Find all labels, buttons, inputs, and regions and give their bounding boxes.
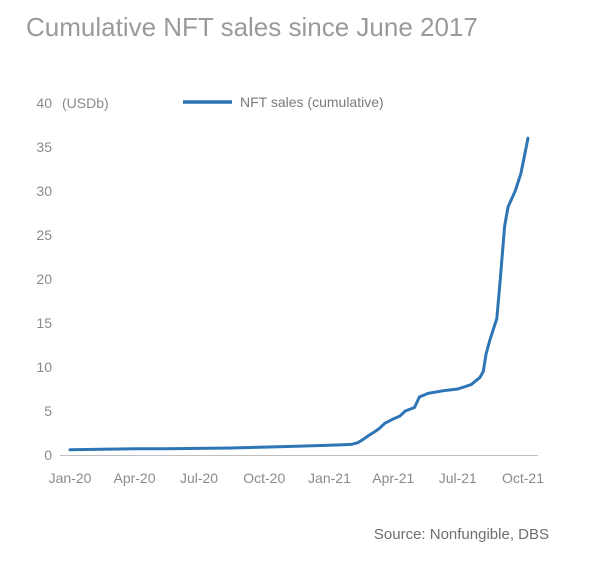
y-tick-label: 30 <box>36 183 52 199</box>
y-tick-label: 40 <box>36 95 52 111</box>
legend: NFT sales (cumulative) <box>183 94 384 110</box>
y-tick-label: 35 <box>36 139 52 155</box>
y-tick-label: 25 <box>36 227 52 243</box>
y-tick-label: 5 <box>44 403 52 419</box>
x-tick-label: Jan-20 <box>49 470 92 486</box>
series-group <box>68 136 530 452</box>
series-line-nft-sales <box>68 136 530 452</box>
chart-title: Cumulative NFT sales since June 2017 <box>26 12 478 42</box>
x-tick-label: Oct-21 <box>502 470 544 486</box>
y-tick-label: 0 <box>44 447 52 463</box>
source-note: Source: Nonfungible, DBS <box>373 526 549 543</box>
x-axis-ticks: Jan-20 Apr-20 Jul-20 Oct-20 Jan-21 Apr-21 Jul-… <box>49 470 545 486</box>
y-tick-label: 20 <box>36 271 52 287</box>
legend-label: NFT sales (cumulative) <box>240 94 384 110</box>
x-tick-label: Apr-20 <box>113 470 155 486</box>
y-tick-label: 10 <box>36 359 52 375</box>
y-axis-ticks: 0 5 10 15 20 25 30 35 40 <box>36 95 52 463</box>
y-tick-label: 15 <box>36 315 52 331</box>
x-tick-label: Oct-20 <box>243 470 285 486</box>
x-tick-label: Apr-21 <box>372 470 414 486</box>
x-tick-label: Jul-21 <box>439 470 477 486</box>
y-axis-unit-label: (USDb) <box>62 95 109 111</box>
x-tick-label: Jan-21 <box>308 470 351 486</box>
x-tick-label: Jul-20 <box>180 470 218 486</box>
